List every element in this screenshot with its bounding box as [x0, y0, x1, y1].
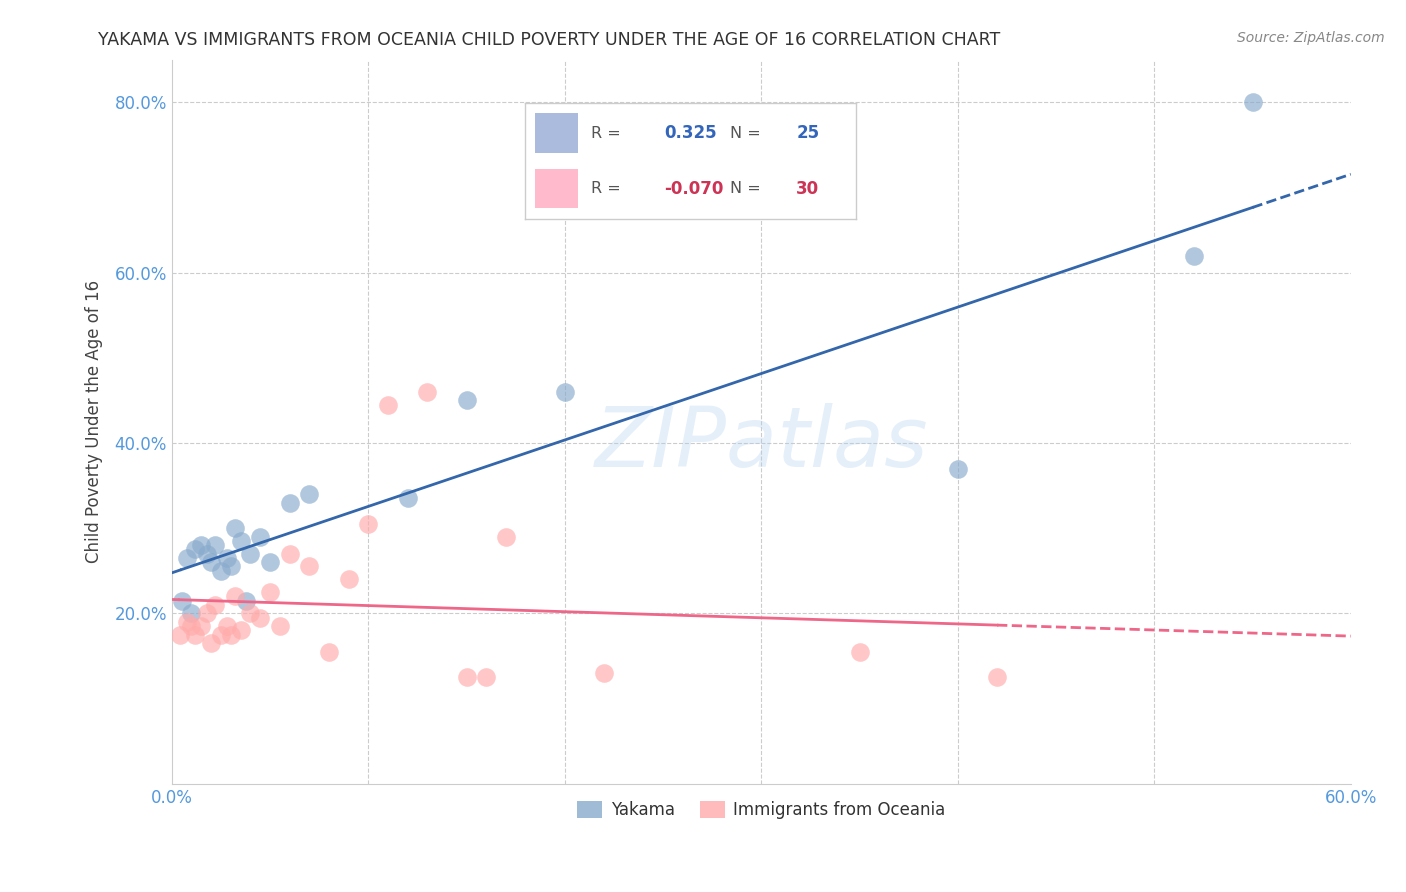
- Point: [318, 645, 340, 659]
- Point: [259, 585, 281, 599]
- Point: [190, 538, 212, 552]
- Point: [204, 538, 226, 552]
- Point: [1182, 248, 1205, 262]
- Point: [170, 593, 193, 607]
- Point: [190, 619, 212, 633]
- Point: [176, 615, 198, 629]
- Point: [209, 627, 232, 641]
- Point: [200, 555, 222, 569]
- Point: [456, 670, 478, 684]
- Point: [278, 495, 301, 509]
- Point: [235, 593, 257, 607]
- Point: [475, 670, 498, 684]
- Point: [219, 627, 242, 641]
- Text: Source: ZipAtlas.com: Source: ZipAtlas.com: [1237, 31, 1385, 45]
- Point: [180, 619, 202, 633]
- Point: [195, 607, 218, 621]
- Point: [169, 627, 191, 641]
- Point: [215, 551, 238, 566]
- Point: [249, 610, 271, 624]
- Point: [554, 384, 576, 399]
- Point: [298, 487, 321, 501]
- Point: [219, 559, 242, 574]
- Point: [986, 670, 1008, 684]
- Point: [298, 559, 321, 574]
- Point: [357, 516, 380, 531]
- Point: [224, 590, 246, 604]
- Text: YAKAMA VS IMMIGRANTS FROM OCEANIA CHILD POVERTY UNDER THE AGE OF 16 CORRELATION : YAKAMA VS IMMIGRANTS FROM OCEANIA CHILD …: [98, 31, 1001, 49]
- Point: [180, 607, 202, 621]
- Point: [204, 598, 226, 612]
- Point: [209, 564, 232, 578]
- Point: [200, 636, 222, 650]
- Point: [224, 521, 246, 535]
- Point: [249, 530, 271, 544]
- Point: [848, 645, 870, 659]
- Point: [239, 547, 262, 561]
- Point: [396, 491, 419, 506]
- Text: ZIPatlas: ZIPatlas: [595, 403, 928, 483]
- Point: [259, 555, 281, 569]
- Point: [456, 393, 478, 408]
- Point: [416, 384, 439, 399]
- Point: [184, 542, 207, 557]
- Point: [946, 461, 969, 475]
- Point: [495, 530, 517, 544]
- Point: [1241, 95, 1264, 110]
- Point: [229, 624, 252, 638]
- Point: [215, 619, 238, 633]
- Point: [195, 547, 218, 561]
- Point: [593, 665, 616, 680]
- Legend: Yakama, Immigrants from Oceania: Yakama, Immigrants from Oceania: [571, 795, 952, 826]
- Point: [184, 627, 207, 641]
- Point: [337, 572, 360, 586]
- Point: [269, 619, 291, 633]
- Point: [377, 398, 399, 412]
- Point: [239, 607, 262, 621]
- Point: [229, 533, 252, 548]
- Point: [278, 547, 301, 561]
- Point: [176, 551, 198, 566]
- Y-axis label: Child Poverty Under the Age of 16: Child Poverty Under the Age of 16: [86, 280, 103, 563]
